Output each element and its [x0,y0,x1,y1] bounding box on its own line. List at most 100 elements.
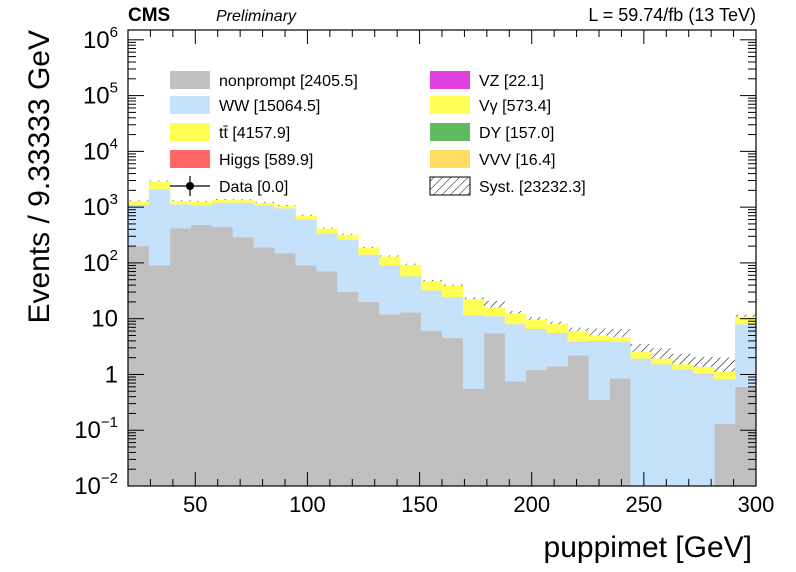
legend-swatch [170,123,210,141]
bar-v-bin-7 [274,205,296,209]
syst-band-bin-9 [316,227,338,229]
syst-band-bin-29 [735,314,756,317]
y-tick-label: 103 [83,191,118,221]
bar-ww-bin-14 [421,290,443,332]
syst-band-bin-7 [274,204,296,206]
bar-ww-bin-11 [358,254,380,302]
syst-band-bin-0 [128,200,149,202]
legend-entry-vz: VZ [22.1] [430,71,544,90]
y-tick-label: 105 [83,80,118,110]
legend-label: VZ [22.1] [479,73,544,90]
bar-ww-bin-20 [546,333,568,367]
bar-v-bin-18 [504,313,527,325]
bar-nonprompt-bin-0 [128,246,150,486]
legend-entry-vvv: VVV [16.4] [430,150,556,169]
legend-label: Syst. [23232.3] [479,179,586,196]
bar-nonprompt-bin-21 [567,355,589,486]
bar-ww-bin-2 [169,204,192,229]
bar-ww-bin-19 [525,329,548,371]
syst-band-bin-5 [232,199,254,201]
syst-band-bin-28 [714,357,736,372]
bar-v-bin-20 [546,324,568,334]
bar-nonprompt-bin-6 [253,247,275,486]
bar-v-bin-5 [232,200,254,203]
preliminary-label: Preliminary [216,8,297,25]
legend-entry-nonprompt: nonprompt [2405.5] [170,71,358,90]
legend-swatch [430,71,470,89]
bar-ww-bin-21 [567,342,589,356]
bar-nonprompt-bin-5 [232,237,254,486]
y-tick-label: 1 [105,361,118,388]
bar-v-bin-24 [630,352,652,359]
bar-nonprompt-bin-16 [462,388,485,486]
bar-ww-bin-23 [609,341,631,379]
bar-v-bin-29 [735,316,756,325]
legend-swatch [170,150,210,168]
syst-band-bin-6 [253,201,275,203]
syst-band-bin-19 [525,317,547,320]
cms-label: CMS [128,5,170,26]
y-tick-label: 104 [83,135,118,165]
bar-ww-bin-5 [232,202,254,238]
bar-v-bin-11 [358,247,380,255]
bar-ww-bin-6 [253,205,275,248]
syst-band-bin-27 [693,357,715,367]
bar-ww-bin-16 [462,315,485,389]
bar-ww-bin-15 [442,296,464,339]
bar-nonprompt-bin-10 [337,292,359,486]
x-axis: 50 100 150 200 250 300 [127,30,774,517]
stack-layer [128,181,756,486]
bar-ww-bin-27 [693,374,715,486]
bar-nonprompt-bin-18 [504,381,527,486]
syst-band-layer [128,180,756,372]
bar-nonprompt-bin-13 [400,312,422,486]
syst-band-bin-12 [379,255,401,257]
bar-ww-bin-18 [504,324,527,382]
bar-ww-bin-26 [672,369,694,486]
bar-nonprompt-bin-1 [148,265,171,486]
bar-v-bin-17 [483,307,506,317]
legend-syst-swatch [429,176,471,196]
bar-ww-bin-4 [211,202,234,228]
bar-nonprompt-bin-9 [316,271,338,486]
bar-v-bin-22 [588,335,610,342]
legend-entry-dy: DY [157.0] [430,123,554,142]
bar-v-bin-14 [421,281,443,291]
bar-nonprompt-bin-28 [714,423,736,486]
y-axis-title: Events / 9.33333 GeV [23,30,56,324]
legend-label: Data [0.0] [219,179,288,196]
bar-ww-bin-12 [379,265,401,315]
bar-ww-bin-3 [190,205,213,225]
legend-label: VVV [16.4] [479,152,556,169]
legend-label: WW [15064.5] [219,98,320,115]
syst-band-bin-23 [609,329,631,338]
syst-band-bin-10 [337,233,359,235]
bar-nonprompt-bin-15 [442,338,464,486]
syst-band-bin-16 [462,297,484,299]
legend-entry-data: Data [0.0] [170,176,288,196]
bar-ww-bin-24 [630,358,652,486]
bar-ww-bin-10 [337,239,359,293]
syst-band-bin-3 [190,201,212,203]
bar-ww-bin-13 [400,276,422,313]
bar-v-bin-0 [128,201,150,205]
syst-band-bin-21 [567,327,589,331]
legend-entry-ww: WW [15064.5] [170,96,320,115]
plot-area [128,180,756,486]
syst-band-bin-25 [651,348,673,359]
bar-v-bin-28 [714,371,736,380]
y-tick-label: 106 [83,24,118,54]
bar-nonprompt-bin-3 [190,224,213,486]
series-vz [128,189,756,380]
y-tick-label: 10−1 [74,414,118,444]
legend-entry-v: Vγ [573.4] [430,96,551,115]
bar-v-bin-27 [693,366,715,375]
y-tick-label: 102 [83,247,118,277]
bar-nonprompt-bin-11 [358,301,380,486]
bar-ww-bin-8 [295,219,317,266]
bar-nonprompt-bin-22 [588,399,610,486]
legend-swatch [430,96,470,114]
legend-entry-tt: tt̄ [4157.9] [170,123,290,142]
y-tick-label: 10−2 [74,470,118,500]
